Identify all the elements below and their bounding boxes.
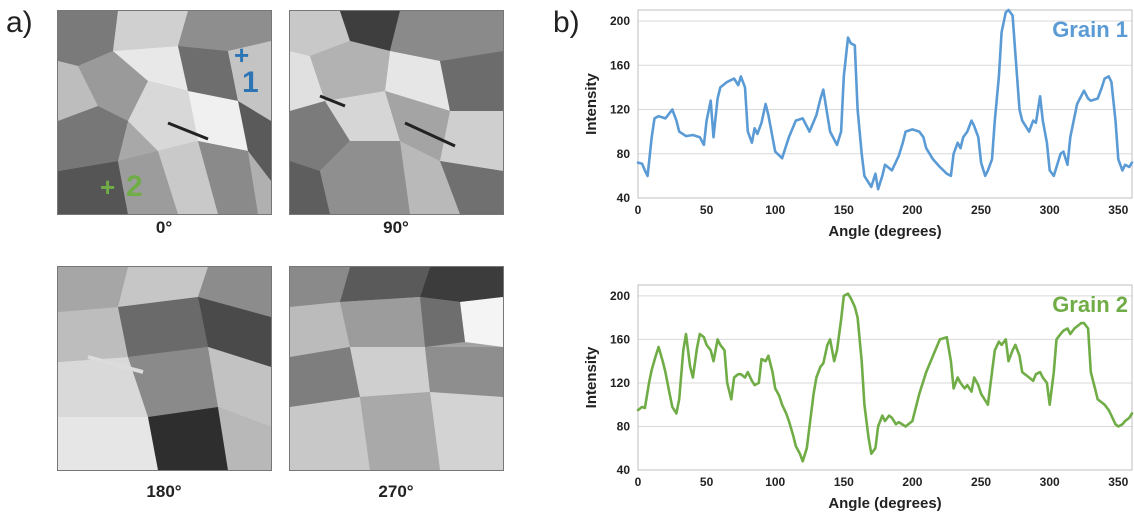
series-line-2: [636, 292, 1134, 463]
grain-texture: [290, 11, 503, 214]
y-tick-label: 40: [617, 191, 631, 205]
y-tick-label: 120: [610, 103, 630, 117]
y-tick-label: 80: [617, 147, 631, 161]
x-axis-label: Angle (degrees): [828, 495, 941, 512]
grain-texture: [58, 11, 271, 214]
grain-texture: [58, 267, 271, 470]
y-tick-label: 120: [610, 376, 630, 390]
caption-90-deg: 90°: [383, 218, 409, 237]
x-tick-label: 150: [834, 203, 854, 217]
x-tick-label: 50: [700, 203, 714, 217]
y-tick-label: 160: [610, 58, 630, 72]
x-tick-label: 250: [971, 475, 991, 489]
chart-1: 40 80 120 160 200 0 50 100 150 200 250 300 350 Angle …: [583, 8, 1134, 240]
grain-1-marker-label: 1: [242, 66, 259, 99]
x-tick-label: 150: [834, 475, 854, 489]
caption-180-deg: 180°: [146, 482, 182, 501]
x-tick-label: 350: [1108, 475, 1128, 489]
y-tick-label: 80: [617, 419, 631, 433]
x-tick-label: 50: [700, 475, 714, 489]
x-tick-label: 300: [1040, 475, 1060, 489]
y-axis-label: Intensity: [583, 346, 600, 408]
plot-frame: [637, 284, 1133, 471]
micrograph-0-deg: [57, 10, 272, 215]
caption-0-deg: 0°: [155, 218, 173, 237]
x-tick-label: 0: [635, 475, 642, 489]
grain-2-marker-symbol: +: [100, 172, 116, 202]
grain-2-marker-label: 2: [126, 170, 143, 203]
x-tick-label: 350: [1108, 203, 1128, 217]
series-line-1: [636, 8, 1134, 191]
panel-a-letter: a): [6, 6, 33, 39]
x-axis-label: Angle (degrees): [828, 223, 941, 240]
grain-1-marker-symbol: +: [234, 40, 250, 70]
x-tick-label: 0: [635, 203, 642, 217]
y-tick-label: 160: [610, 332, 630, 346]
y-tick-label: 200: [610, 14, 630, 28]
panel-b-letter: b): [553, 6, 580, 39]
plot-frame: [637, 9, 1133, 199]
y-axis-label: Intensity: [583, 73, 600, 135]
caption-270-deg: 270°: [378, 482, 414, 501]
x-tick-label: 250: [971, 203, 991, 217]
chart-2: 40 80 120 160 200 0 50 100 150 200 250 300 350 Angle …: [583, 284, 1134, 512]
y-tick-label: 40: [617, 463, 631, 477]
series-label: Grain 1: [1052, 17, 1128, 42]
x-tick-label: 300: [1040, 203, 1060, 217]
grain-texture: [290, 267, 503, 470]
micrograph-270-deg: [289, 266, 504, 471]
y-tick-label: 200: [610, 289, 630, 303]
x-tick-label: 100: [765, 475, 785, 489]
x-tick-label: 100: [765, 203, 785, 217]
micrograph-90-deg: [289, 10, 504, 215]
x-tick-label: 200: [902, 475, 922, 489]
x-tick-label: 200: [902, 203, 922, 217]
series-label: Grain 2: [1052, 292, 1128, 317]
micrograph-180-deg: [57, 266, 272, 471]
